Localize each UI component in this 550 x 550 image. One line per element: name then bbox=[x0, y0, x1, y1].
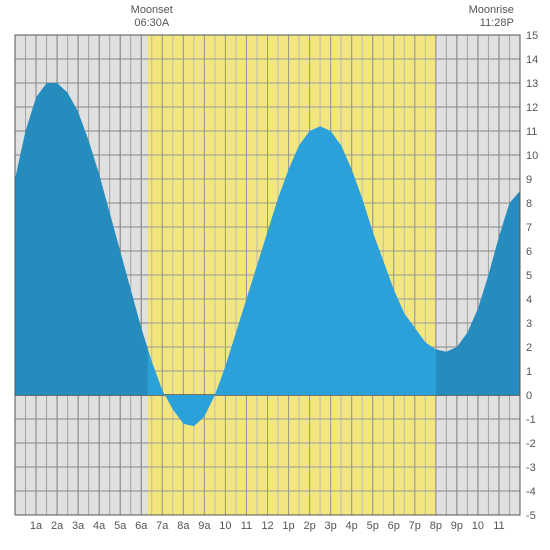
x-tick-label: 4p bbox=[346, 520, 358, 532]
y-tick-label: 14 bbox=[526, 54, 538, 66]
y-tick-label: 13 bbox=[526, 78, 538, 90]
x-tick-label: 6p bbox=[388, 520, 400, 532]
x-tick-label: 5a bbox=[114, 520, 127, 532]
x-tick-label: 11 bbox=[493, 520, 504, 532]
y-tick-label: -2 bbox=[526, 438, 536, 450]
y-tick-label: 10 bbox=[526, 150, 538, 162]
x-tick-label: 3a bbox=[72, 520, 85, 532]
night-shade-left bbox=[15, 35, 148, 515]
y-tick-label: 11 bbox=[526, 126, 537, 138]
moonset-title: Moonset bbox=[131, 4, 173, 16]
x-tick-label: 9p bbox=[451, 520, 463, 532]
moonset-time: 06:30A bbox=[134, 17, 169, 29]
x-tick-label: 8p bbox=[430, 520, 442, 532]
moonrise-time: 11:28P bbox=[480, 17, 514, 29]
x-tick-label: 1a bbox=[30, 520, 43, 532]
x-tick-label: 7a bbox=[156, 520, 169, 532]
x-tick-label: 5p bbox=[367, 520, 379, 532]
y-tick-label: 8 bbox=[526, 198, 532, 210]
tide-chart: Moonset 06:30A Moonrise 11:28P -5-4-3-2-… bbox=[0, 0, 550, 550]
y-tick-label: -1 bbox=[526, 414, 536, 426]
moonset-label: Moonset 06:30A bbox=[122, 4, 182, 30]
y-tick-label: 4 bbox=[526, 294, 532, 306]
x-tick-label: 3p bbox=[325, 520, 337, 532]
x-tick-label: 1p bbox=[282, 520, 294, 532]
chart-svg: -5-4-3-2-101234567891011121314151a2a3a4a… bbox=[0, 0, 550, 550]
y-tick-label: 15 bbox=[526, 30, 538, 42]
moonrise-label: Moonrise 11:28P bbox=[454, 4, 514, 30]
x-tick-label: 10 bbox=[219, 520, 231, 532]
y-tick-label: 12 bbox=[526, 102, 538, 114]
x-tick-label: 4a bbox=[93, 520, 106, 532]
x-tick-label: 10 bbox=[472, 520, 484, 532]
y-tick-label: 0 bbox=[526, 390, 532, 402]
moonrise-title: Moonrise bbox=[469, 4, 514, 16]
x-tick-label: 2a bbox=[51, 520, 64, 532]
y-tick-label: 9 bbox=[526, 174, 532, 186]
y-tick-label: 7 bbox=[526, 222, 532, 234]
x-tick-label: 2p bbox=[303, 520, 315, 532]
night-shade-right bbox=[436, 35, 520, 515]
y-tick-label: 2 bbox=[526, 342, 532, 354]
y-tick-label: -5 bbox=[526, 510, 536, 522]
y-tick-label: 1 bbox=[526, 366, 532, 378]
x-tick-label: 11 bbox=[241, 520, 252, 532]
x-tick-label: 7p bbox=[409, 520, 421, 532]
x-tick-label: 8a bbox=[177, 520, 190, 532]
y-tick-label: -3 bbox=[526, 462, 536, 474]
y-tick-label: 6 bbox=[526, 246, 532, 258]
x-tick-label: 9a bbox=[198, 520, 211, 532]
x-tick-label: 6a bbox=[135, 520, 148, 532]
y-tick-label: 3 bbox=[526, 318, 532, 330]
y-tick-label: -4 bbox=[526, 486, 536, 498]
x-tick-label: 12 bbox=[261, 520, 273, 532]
y-tick-label: 5 bbox=[526, 270, 532, 282]
